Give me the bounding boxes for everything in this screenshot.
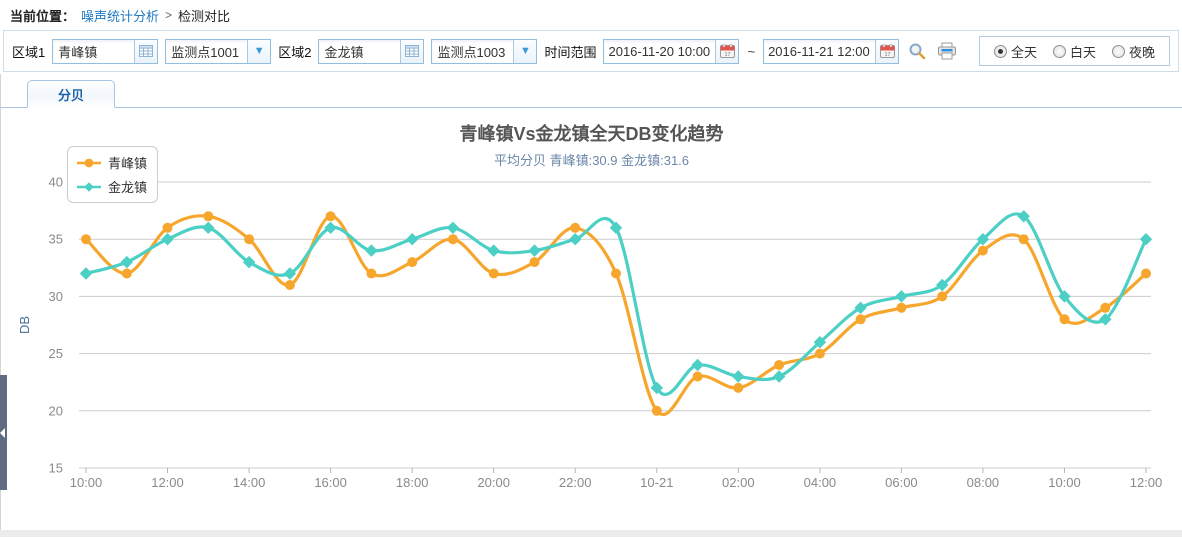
chart-subtitle: 平均分贝 青峰镇:30.9 金龙镇:31.6 [493, 153, 690, 168]
time-to-input[interactable]: 2016-11-21 12:00 17 [763, 38, 900, 64]
region1-label: 区域1 [12, 44, 46, 60]
region2-label: 区域2 [278, 44, 312, 60]
breadcrumb-separator: > [165, 8, 173, 22]
radio-button-icon [1111, 44, 1125, 58]
breadcrumb-link-noise-stats[interactable]: 噪声统计分析 [81, 8, 160, 24]
calendar-icon: 17 [879, 44, 895, 58]
legend-label-1: 金龙镇 [108, 180, 148, 195]
time-range-separator: ~ [747, 43, 756, 59]
print-button[interactable] [935, 40, 959, 62]
svg-text:22:00: 22:00 [559, 475, 592, 490]
station1-value: 监测点1001 [171, 44, 240, 60]
radio-night-label: 夜晚 [1128, 44, 1155, 60]
collapse-arrow-icon [0, 427, 5, 438]
chevron-down-icon: ▼ [520, 44, 531, 57]
breadcrumb-current: 检测对比 [178, 8, 231, 24]
svg-text:14:00: 14:00 [233, 475, 266, 490]
day-period-radio-group: 全天 白天 夜晚 [978, 36, 1170, 66]
legend-marker-0 [77, 158, 101, 167]
print-icon [938, 42, 957, 60]
svg-text:15: 15 [49, 461, 63, 476]
radio-all-day-label: 全天 [1010, 44, 1037, 60]
grid-icon [139, 45, 154, 57]
bottom-scrollbar-track[interactable] [0, 530, 1182, 537]
search-button[interactable] [906, 40, 928, 62]
chart-legend: 青峰镇 金龙镇 [67, 146, 159, 203]
svg-text:17: 17 [724, 52, 730, 58]
time-from-calendar-button[interactable]: 17 [715, 39, 739, 63]
region1-picker-button[interactable] [134, 39, 158, 63]
chart-title: 青峰镇Vs金龙镇全天DB变化趋势 [459, 124, 724, 144]
svg-text:12:00: 12:00 [151, 475, 184, 490]
svg-text:30: 30 [49, 289, 63, 304]
svg-text:18:00: 18:00 [396, 475, 429, 490]
chart: 青峰镇Vs金龙镇全天DB变化趋势 平均分贝 青峰镇:30.9 金龙镇:31.6 … [0, 108, 1182, 530]
svg-text:12:00: 12:00 [1130, 475, 1163, 490]
filter-toolbar: 区域1 青峰镇 监测点1001 ▼ 区域2 金龙镇 [3, 30, 1179, 72]
svg-text:10:00: 10:00 [1048, 475, 1081, 490]
svg-text:06:00: 06:00 [885, 475, 918, 490]
tab-strip: 分贝 [0, 74, 1182, 108]
breadcrumb-label: 当前位置： [10, 8, 76, 24]
region2-picker-button[interactable] [400, 39, 424, 63]
panel-collapse-handle[interactable] [0, 375, 7, 490]
legend-item-jinlong[interactable]: 金龙镇 [76, 177, 147, 196]
station2-value: 监测点1003 [437, 44, 506, 60]
legend-item-qingfeng[interactable]: 青峰镇 [76, 153, 147, 172]
region2-value: 金龙镇 [324, 44, 364, 60]
svg-text:25: 25 [49, 346, 63, 361]
svg-text:20: 20 [49, 403, 63, 418]
radio-button-icon [1052, 44, 1066, 58]
region1-value: 青峰镇 [58, 44, 98, 60]
grid-icon [405, 45, 420, 57]
radio-daytime-label: 白天 [1069, 44, 1096, 60]
region2-input[interactable]: 金龙镇 [318, 38, 425, 64]
radio-daytime[interactable]: 白天 [1052, 42, 1096, 61]
station1-select[interactable]: 监测点1001 ▼ [165, 38, 272, 64]
time-from-value: 2016-11-20 10:00 [608, 43, 711, 59]
time-to-calendar-button[interactable]: 17 [875, 39, 899, 63]
svg-text:10:00: 10:00 [70, 475, 103, 490]
station2-dropdown-button[interactable]: ▼ [513, 39, 537, 63]
radio-night[interactable]: 夜晚 [1111, 42, 1155, 61]
svg-text:08:00: 08:00 [967, 475, 1000, 490]
legend-marker-1 [77, 181, 101, 192]
region1-input[interactable]: 青峰镇 [52, 38, 159, 64]
radio-all-day[interactable]: 全天 [993, 42, 1037, 61]
calendar-icon: 17 [719, 44, 735, 58]
svg-text:04:00: 04:00 [804, 475, 837, 490]
legend-label-0: 青峰镇 [108, 156, 148, 171]
time-range-label: 时间范围 [544, 44, 597, 60]
search-icon [909, 43, 926, 60]
svg-text:16:00: 16:00 [314, 475, 347, 490]
svg-text:35: 35 [49, 232, 63, 247]
time-from-input[interactable]: 2016-11-20 10:00 17 [603, 38, 740, 64]
svg-text:17: 17 [884, 52, 890, 58]
chevron-down-icon: ▼ [253, 44, 265, 57]
radio-button-icon [993, 44, 1007, 58]
station2-select[interactable]: 监测点1003 ▼ [431, 38, 538, 64]
tab-decibel-label: 分贝 [57, 87, 84, 103]
time-to-value: 2016-11-21 12:00 [768, 43, 870, 59]
svg-text:02:00: 02:00 [722, 475, 755, 490]
svg-text:10-21: 10-21 [640, 475, 673, 490]
svg-text:DB: DB [17, 316, 32, 334]
tab-decibel[interactable]: 分贝 [27, 80, 115, 108]
station1-dropdown-button[interactable]: ▼ [247, 39, 271, 63]
breadcrumb: 当前位置： 噪声统计分析 > 检测对比 [0, 0, 1182, 30]
svg-text:20:00: 20:00 [477, 475, 510, 490]
chart-svg: 40 35 30 25 20 15 10:00 12:00 14:00 16:00 18:00 20:… [17, 175, 1163, 491]
svg-text:40: 40 [49, 175, 63, 190]
